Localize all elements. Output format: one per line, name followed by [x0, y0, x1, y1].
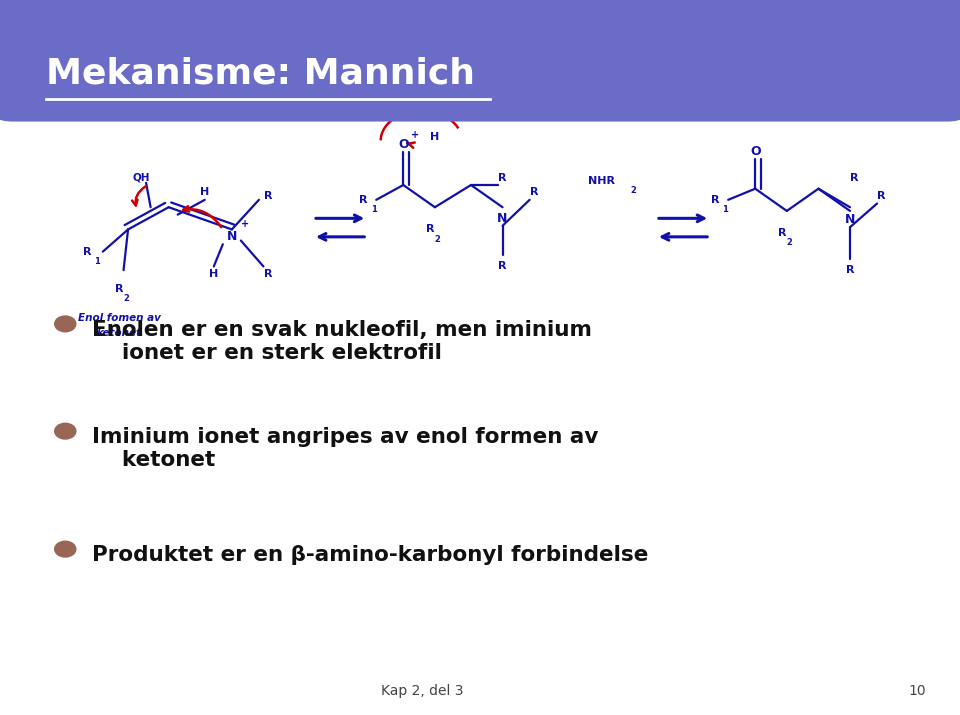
Text: R: R — [84, 247, 92, 257]
Text: R: R — [846, 265, 854, 275]
Text: 1: 1 — [723, 205, 729, 214]
Text: NHR: NHR — [588, 177, 615, 187]
Text: R: R — [877, 191, 886, 201]
Text: QH: QH — [132, 172, 151, 182]
Text: H: H — [430, 132, 440, 142]
Text: +: + — [411, 129, 420, 139]
Text: R: R — [426, 225, 435, 235]
Text: R: R — [115, 284, 123, 294]
Text: 2: 2 — [631, 186, 636, 194]
Text: R: R — [498, 172, 507, 182]
Text: R: R — [530, 187, 539, 197]
Text: H: H — [200, 187, 209, 197]
Text: R: R — [498, 262, 507, 272]
Text: N: N — [497, 212, 508, 225]
Text: 2: 2 — [123, 294, 130, 303]
Text: R: R — [359, 194, 367, 204]
Text: 2: 2 — [435, 235, 441, 244]
Text: Enol fomen av: Enol fomen av — [78, 313, 160, 323]
Text: Iminium ionet angripes av enol formen av
    ketonet: Iminium ionet angripes av enol formen av… — [92, 427, 598, 470]
Text: N: N — [845, 213, 855, 227]
Text: +: + — [241, 220, 250, 230]
Text: R: R — [264, 269, 273, 279]
Text: R: R — [851, 172, 859, 182]
Text: O: O — [750, 145, 760, 158]
Text: 2: 2 — [786, 238, 792, 247]
Text: R: R — [264, 191, 273, 201]
Text: N: N — [227, 230, 237, 243]
Text: ketonet: ketonet — [97, 328, 141, 338]
Text: 1: 1 — [93, 257, 100, 266]
Text: Mekanisme: Mannich: Mekanisme: Mannich — [46, 56, 475, 91]
Text: Enolen er en svak nukleofil, men iminium
    ionet er en sterk elektrofil: Enolen er en svak nukleofil, men iminium… — [92, 320, 592, 363]
Text: R: R — [710, 194, 719, 204]
Text: 1: 1 — [371, 205, 376, 214]
Text: Kap 2, del 3: Kap 2, del 3 — [381, 684, 464, 698]
Text: 10: 10 — [908, 684, 925, 698]
Text: H: H — [209, 269, 219, 279]
Text: Produktet er en β-amino-karbonyl forbindelse: Produktet er en β-amino-karbonyl forbind… — [92, 545, 649, 565]
Text: O: O — [398, 138, 409, 151]
Text: R: R — [778, 228, 786, 238]
